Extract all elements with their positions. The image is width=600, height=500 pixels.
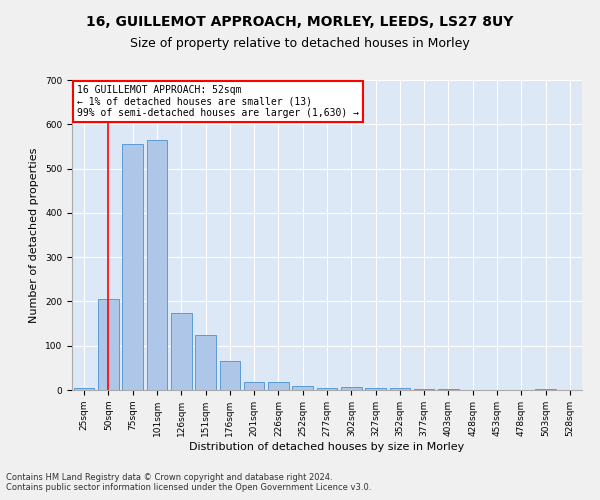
Bar (317, 388, 337, 390)
Text: 16, GUILLEMOT APPROACH, MORLEY, LEEDS, LS27 8UY: 16, GUILLEMOT APPROACH, MORLEY, LEEDS, L… (86, 15, 514, 29)
Text: Size of property relative to detached houses in Morley: Size of property relative to detached ho… (130, 38, 470, 51)
Text: Contains HM Land Registry data © Crown copyright and database right 2024.: Contains HM Land Registry data © Crown c… (6, 474, 332, 482)
Text: 16 GUILLEMOT APPROACH: 52sqm
← 1% of detached houses are smaller (13)
99% of sem: 16 GUILLEMOT APPROACH: 52sqm ← 1% of det… (77, 84, 359, 118)
Bar (414, 388, 434, 390)
Bar (535, 388, 556, 390)
Text: Contains public sector information licensed under the Open Government Licence v3: Contains public sector information licen… (6, 484, 371, 492)
Bar (244, 382, 265, 390)
Bar (292, 386, 313, 390)
Bar (438, 388, 459, 390)
Bar (98, 299, 119, 390)
Bar (195, 334, 216, 390)
Bar (365, 388, 386, 390)
Bar (122, 144, 143, 390)
Bar (171, 312, 191, 390)
Bar (341, 387, 362, 390)
Y-axis label: Number of detached properties: Number of detached properties (29, 148, 40, 322)
Bar (74, 388, 94, 390)
Bar (389, 388, 410, 390)
Bar (268, 382, 289, 390)
Bar (146, 140, 167, 390)
Bar (220, 361, 240, 390)
X-axis label: Distribution of detached houses by size in Morley: Distribution of detached houses by size … (190, 442, 464, 452)
